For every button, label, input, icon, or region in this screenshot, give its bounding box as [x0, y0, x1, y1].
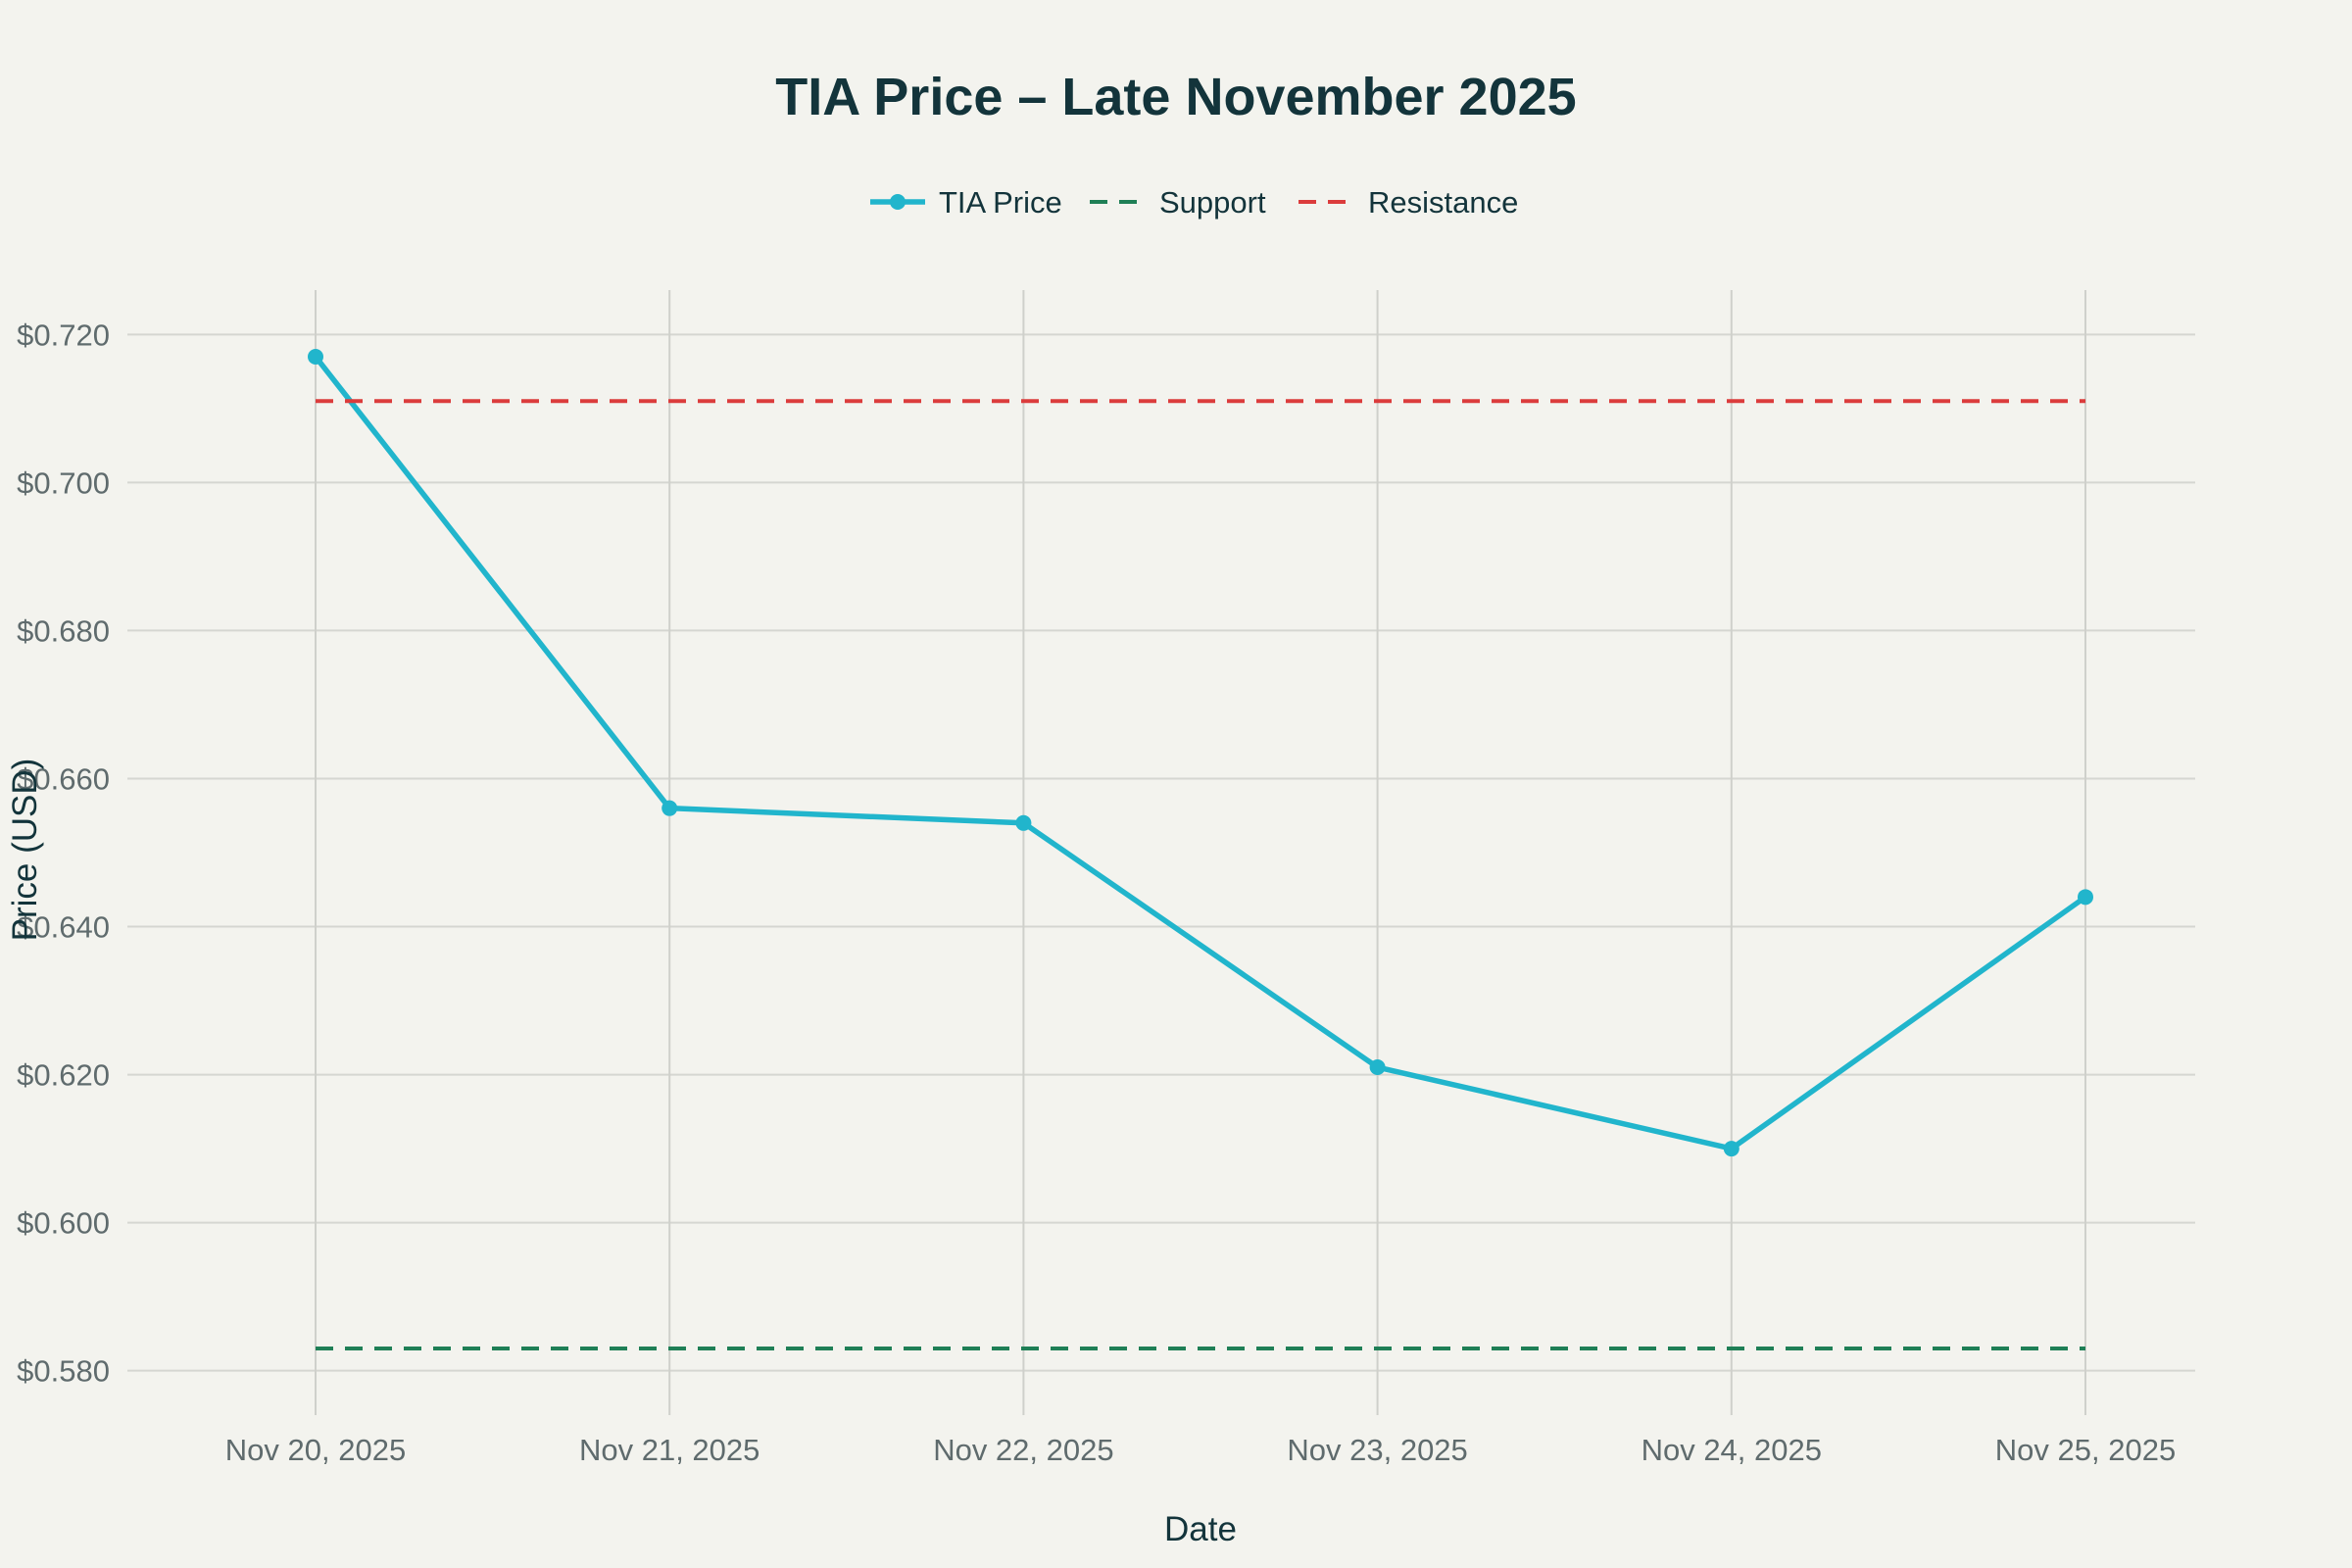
x-axis-title: Date — [1164, 1510, 1237, 1548]
y-axis: $0.580 $0.600 $0.620 $0.640 $0.660 $0.680 $0.7… — [17, 318, 110, 1388]
y-tick-label: $0.660 — [17, 761, 110, 796]
y-tick-label: $0.620 — [17, 1058, 110, 1093]
x-tick-label: Nov 24, 2025 — [1642, 1433, 1822, 1467]
legend-item-resistance: Resistance — [1298, 185, 1518, 220]
x-axis: Nov 20, 2025 Nov 21, 2025 Nov 22, 2025 Nov … — [225, 1433, 2176, 1467]
x-tick-label: Nov 20, 2025 — [225, 1433, 406, 1467]
tia-price-point — [308, 348, 323, 365]
x-tick-label: Nov 23, 2025 — [1287, 1433, 1467, 1467]
legend-marker-tia-price — [890, 194, 906, 210]
y-axis-title: Price (USD) — [6, 759, 44, 942]
grid — [127, 290, 2195, 1415]
y-tick-label: $0.720 — [17, 318, 110, 352]
y-tick-label: $0.640 — [17, 910, 110, 945]
tia-price-point — [1723, 1141, 1740, 1157]
chart-title: TIA Price – Late November 2025 — [775, 68, 1576, 126]
tia-price-point — [662, 800, 678, 816]
y-tick-label: $0.600 — [17, 1206, 110, 1241]
legend-label-support: Support — [1159, 185, 1266, 220]
y-tick-label: $0.680 — [17, 613, 110, 648]
legend: TIA Price Support Resistance — [870, 185, 1518, 220]
y-tick-label: $0.700 — [17, 466, 110, 500]
legend-label-tia-price: TIA Price — [939, 185, 1062, 220]
tia-price-line — [313, 354, 2088, 1152]
legend-label-resistance: Resistance — [1368, 185, 1518, 220]
tia-price-point — [1015, 814, 1032, 831]
tia-price-point — [1369, 1059, 1386, 1076]
legend-item-tia-price: TIA Price — [870, 185, 1062, 220]
x-tick-label: Nov 22, 2025 — [933, 1433, 1113, 1467]
x-tick-label: Nov 25, 2025 — [1995, 1433, 2176, 1467]
x-tick-label: Nov 21, 2025 — [579, 1433, 760, 1467]
legend-item-support: Support — [1090, 185, 1266, 220]
series-layer — [308, 348, 2093, 1351]
y-tick-label: $0.580 — [17, 1354, 110, 1389]
tia-price-point — [2078, 889, 2093, 906]
